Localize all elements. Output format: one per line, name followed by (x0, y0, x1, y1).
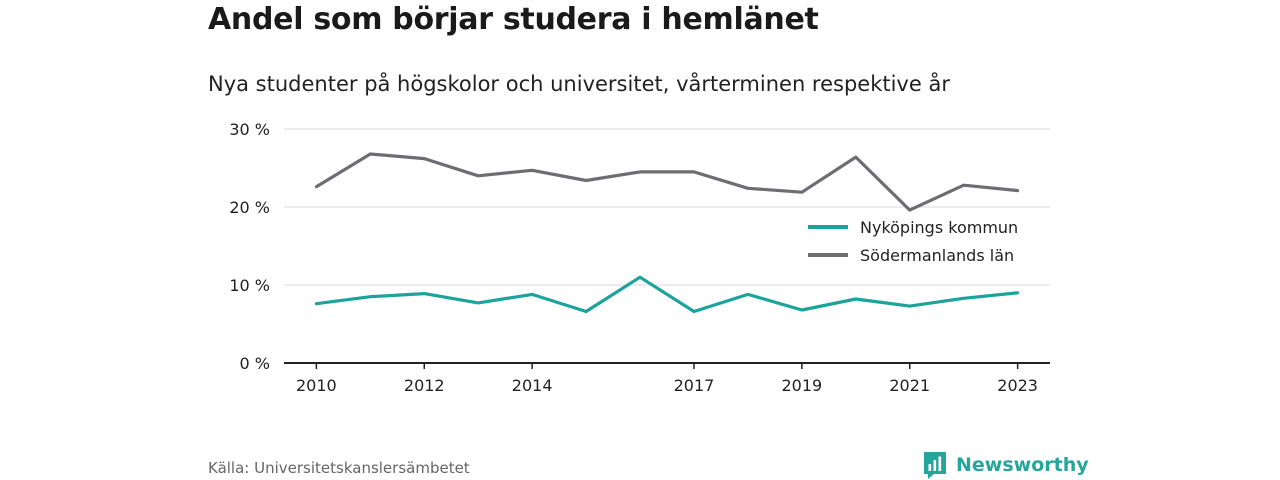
series-line-nykoping (314, 275, 1020, 314)
series-layer (314, 152, 1020, 314)
axis-layer: 0 % 10 % 20 % 30 % 2010 2012 2014 2017 2019 2021 2… (229, 120, 1050, 395)
legend: Nyköpings kommun Södermanlands län (808, 218, 1018, 265)
x-tick-label: 2021 (889, 376, 930, 395)
series-line-sodermanland (314, 152, 1020, 212)
legend-label: Södermanlands län (860, 246, 1014, 265)
x-tick-label: 2019 (781, 376, 822, 395)
newsworthy-logo[interactable]: Newsworthy (922, 450, 1089, 480)
newsworthy-icon (924, 452, 946, 479)
line-chart: 0 % 10 % 20 % 30 % 2010 2012 2014 2017 2019 2021 2… (229, 120, 1050, 395)
y-tick-label: 0 % (240, 354, 270, 373)
y-tick-label: 30 % (229, 120, 270, 139)
grid-layer (284, 128, 1050, 286)
x-tick-label: 2014 (512, 376, 553, 395)
brand-name: Newsworthy (956, 454, 1089, 476)
y-tick-label: 20 % (229, 198, 270, 217)
source-note: Källa: Universitetskanslersämbetet (208, 459, 470, 477)
x-tick-label: 2010 (296, 376, 337, 395)
x-tick-label: 2023 (997, 376, 1038, 395)
chart-subtitle: Nya studenter på högskolor och universit… (208, 72, 950, 96)
x-tick-label: 2017 (674, 376, 715, 395)
y-tick-label: 10 % (229, 276, 270, 295)
legend-label: Nyköpings kommun (860, 218, 1018, 237)
x-tick-label: 2012 (404, 376, 445, 395)
chart-title: Andel som börjar studera i hemlänet (208, 2, 819, 37)
